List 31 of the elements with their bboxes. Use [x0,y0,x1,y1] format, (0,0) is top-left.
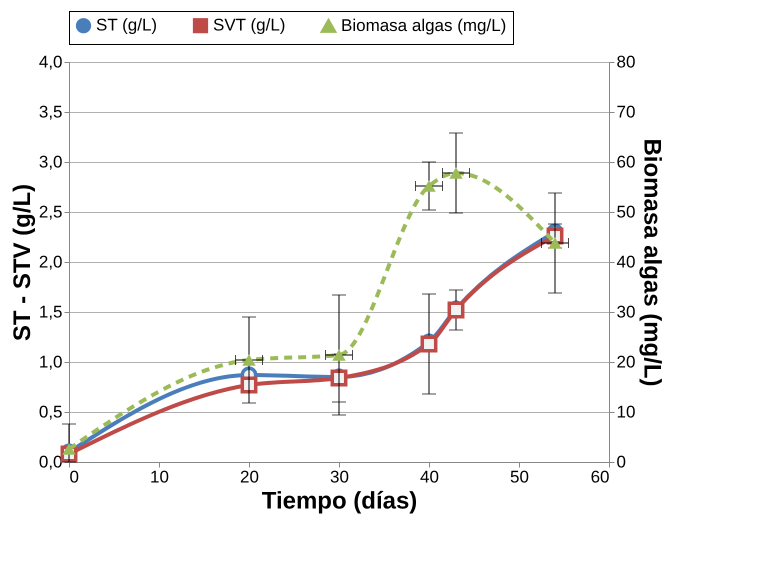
x-tick-label: 40 [420,468,439,486]
y2-tick-label: 10 [616,402,636,422]
y2-tick-label: 40 [616,252,636,272]
x-tick-label: 50 [510,468,529,486]
y-tick-label: 0,0 [38,452,62,472]
y2-tick-label: 30 [616,302,636,322]
y-tick-label: 0,5 [38,402,62,422]
y2-tick-label: 80 [616,52,636,72]
y2-tick-label: 60 [616,152,636,172]
x-tick-label: 30 [330,468,349,486]
y2-tick-label: 20 [616,352,636,372]
legend-label: ST (g/L) [96,16,158,35]
y2-tick-label: 70 [616,102,636,122]
y-tick-label: 1,5 [38,302,62,322]
y2-axis-title: Biomasa algas (mg/L) [638,138,666,387]
x-tick-label: 10 [150,468,169,486]
y-tick-label: 3,0 [38,152,62,172]
y-tick-label: 3,5 [38,102,62,122]
x-tick-label: 0 [70,468,79,486]
y-tick-label: 4,0 [38,52,62,72]
x-axis-title: Tiempo (días) [262,488,418,514]
y-tick-label: 2,5 [38,202,62,222]
x-tick-label: 20 [240,468,259,486]
x-tick-label: 60 [590,468,610,486]
y2-tick-label: 0 [616,452,626,472]
legend-label: Biomasa algas (mg/L) [341,16,506,36]
legend-label: SVT (g/L) [213,16,286,35]
y-axis-title: ST - STV (g/L) [8,184,36,342]
y-tick-label: 1,0 [38,352,62,372]
y-tick-label: 2,0 [38,252,62,272]
y2-tick-label: 50 [616,202,636,222]
